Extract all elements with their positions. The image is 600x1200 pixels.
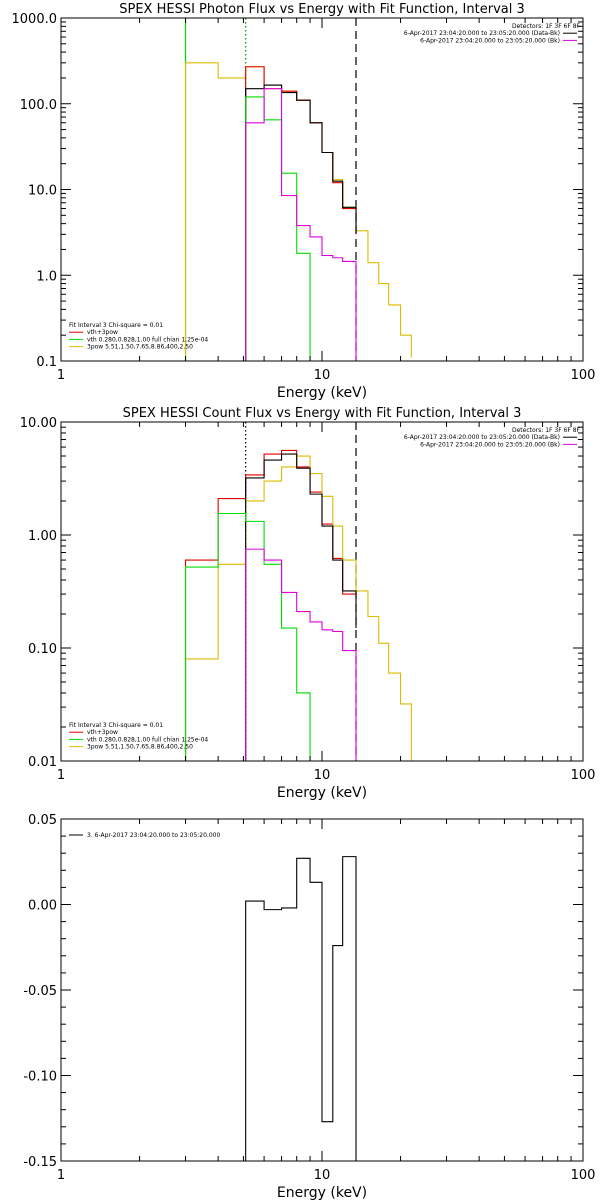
y-tick-label: 0.1 [36,355,57,370]
y-tick-label: -0.05 [23,984,57,999]
x-tick-label: 100 [571,368,596,383]
legend-entry: vth+3pow [87,729,118,736]
legend-entry: vth 0.280,0.828,1.00 full chian 1.25e-04 [87,736,208,743]
legend-entry: 3. 6-Apr-2017 23:04:20.000 to 23:05:20.0… [87,832,220,839]
legend-entry: 3pow 5.51,1.50,7.65,8.86,400,2.50 [87,744,193,751]
x-axis-label: Energy (keV) [277,1185,367,1200]
y-tick-label: 1.0 [36,269,57,284]
plot-area [184,18,412,361]
x-tick-label: 1 [57,768,65,783]
y-tick-label: -0.15 [23,1155,57,1170]
chart-title: SPEX HESSI Photon Flux vs Energy with Fi… [119,2,525,17]
x-axis-label: Energy (keV) [277,385,367,401]
chart-panel-1: 1 10 100 0.1 1.0 10.0 100.0 1000.0 SPEX HESSI Ph… [12,2,596,401]
y-tick-label: 100.0 [20,98,57,113]
x-tick-label: 100 [571,768,596,783]
y-tick-label: 10.0 [28,184,57,199]
plot-area [184,422,412,761]
x-tick-label: 1 [57,368,65,383]
legend-entry: 6-Apr-2017 23:04:20.000 to 23:05:20.000 … [420,37,560,44]
legend-entry: 3pow 5.51,1.50,7.65,8.86,400,2.50 [87,344,193,351]
axes-frame [60,17,584,362]
legend-entry: Detectors: 1F 3F 6F 8F [512,23,581,30]
x-axis-label: Energy (keV) [277,785,367,801]
legend-entry: Fit Interval 3 Chi-square = 0.01 [69,322,163,329]
legend-entry: vth 0.280,0.828,1.00 full chian 1.25e-04 [87,336,208,343]
y-tick-label: -0.10 [23,1070,57,1085]
series-5-histogram [245,88,357,361]
axes-frame [60,421,584,762]
plot-area [245,856,357,1161]
legend-entry: 6-Apr-2017 23:04:20.000 to 23:05:20.000 … [404,30,560,37]
legend-entry: Fit Interval 3 Chi-square = 0.01 [69,722,163,729]
y-tick-label: 0.01 [28,755,57,770]
series-1-histogram [184,449,357,761]
legend-entry: 6-Apr-2017 23:04:20.000 to 23:05:20.000 … [404,434,560,441]
x-tick-label: 10 [314,368,331,383]
y-tick-label: 0.05 [28,813,57,828]
series-1-histogram [184,62,412,361]
y-tick-label: 1.00 [28,529,57,544]
y-tick-label: 1000.0 [12,12,58,27]
chart-title: SPEX HESSI Count Flux vs Energy with Fit… [123,406,522,421]
y-tick-label: 0.00 [28,899,57,914]
legend-entry: vth+3pow [87,329,118,336]
legend-entry: Detectors: 1F 3F 6F 8F [512,427,581,434]
chart-panel-2: 1 10 100 0.01 0.10 1.00 10.00 SPEX HESSI Count … [20,406,596,801]
x-tick-label: 1 [57,1168,65,1183]
series-2-histogram [245,66,357,361]
series-2-histogram [184,455,412,761]
chart-panel-3: 1 10 100 0.05 0.00 -0.05 -0.10 -0.15 Energy (keV… [23,813,595,1200]
series-5-histogram [245,548,357,761]
x-tick-label: 10 [314,1168,331,1183]
y-tick-label: 10.00 [20,416,57,431]
x-tick-label: 10 [314,768,331,783]
series-3-histogram [245,453,357,761]
series-1-histogram [245,856,357,1161]
x-tick-label: 100 [571,1168,596,1183]
series-4-histogram [184,512,311,761]
y-tick-label: 0.10 [28,642,57,657]
legend-entry: 6-Apr-2017 23:04:20.000 to 23:05:20.000 … [420,441,560,448]
series-4-histogram [245,96,311,361]
series-3-histogram [245,84,357,361]
